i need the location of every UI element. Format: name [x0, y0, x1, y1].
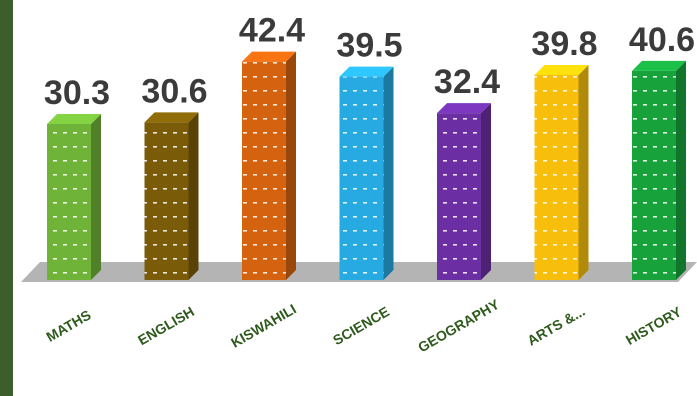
- bar-top: [534, 65, 589, 76]
- bar-kiswahili: [242, 51, 296, 280]
- bar-history: [632, 60, 686, 280]
- bar-side: [91, 113, 101, 280]
- category-label: KISWAHILI: [228, 301, 299, 351]
- category-labels-group: MATHS ENGLISH KISWAHILI SCIENCE GEOGRAPHY ART…: [43, 296, 684, 356]
- category-label: MATHS: [43, 307, 93, 345]
- category-label: ENGLISH: [135, 303, 197, 348]
- value-label: 30.3: [44, 74, 110, 112]
- bar-texture: [632, 70, 676, 280]
- value-label: 30.6: [141, 72, 207, 110]
- bars-group: [47, 51, 686, 280]
- bar-top: [339, 66, 394, 77]
- bar-side: [188, 112, 199, 280]
- bar-english: [144, 112, 199, 280]
- bar-side: [383, 66, 394, 280]
- category-label: SCIENCE: [330, 303, 392, 348]
- bar-top: [47, 113, 101, 124]
- bar-texture: [47, 123, 91, 280]
- value-label: 40.6: [629, 21, 695, 59]
- value-label: 39.8: [531, 25, 597, 63]
- bar-science: [339, 66, 394, 280]
- value-label: 42.4: [239, 12, 305, 50]
- bar-top: [632, 60, 686, 71]
- bar-side: [578, 65, 589, 280]
- bar-side: [481, 103, 491, 280]
- category-label: HISTORY: [623, 303, 685, 348]
- bar-geography: [437, 103, 491, 280]
- bar-side: [286, 51, 296, 280]
- value-label: 32.4: [434, 63, 500, 101]
- bar-texture: [437, 113, 481, 280]
- bar-texture: [534, 75, 579, 280]
- bar-maths: [47, 113, 101, 280]
- bar-top: [437, 103, 491, 114]
- bar-top: [144, 112, 199, 123]
- bar-arts: [534, 65, 589, 280]
- bar-texture: [144, 122, 189, 280]
- value-label: 39.5: [336, 27, 402, 65]
- category-label: GEOGRAPHY: [415, 296, 502, 356]
- bar-texture: [339, 76, 384, 280]
- category-label: ARTS &...: [524, 303, 587, 349]
- bar-texture: [242, 61, 286, 280]
- bar-top: [242, 51, 296, 62]
- chart-left-border: [0, 0, 13, 396]
- bar-side: [676, 60, 686, 280]
- value-labels-group: 30.3 30.6 42.4 39.5 32.4 39.8 40.6: [44, 12, 695, 112]
